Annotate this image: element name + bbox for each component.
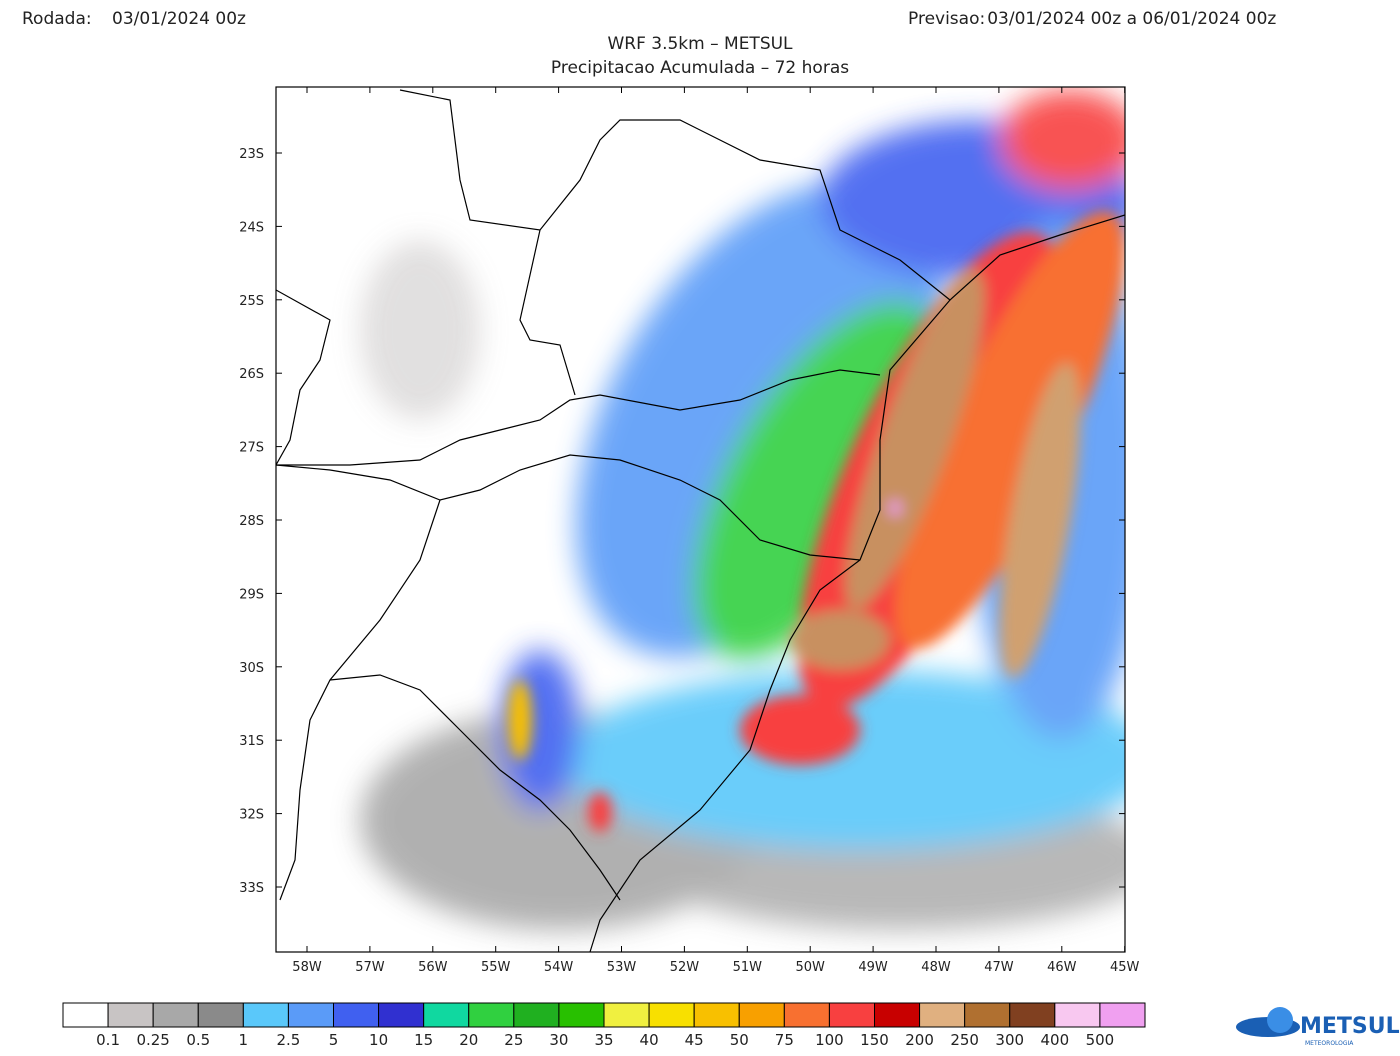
lon-label: 45W — [1110, 960, 1140, 975]
lon-label: 46W — [1047, 960, 1077, 975]
colorbar-label: 0.25 — [136, 1031, 169, 1049]
lat-label: 28S — [239, 514, 264, 529]
colorbar-swatch — [874, 1002, 921, 1028]
colorbar-swatch — [693, 1002, 740, 1028]
colorbar-label: 100 — [815, 1031, 844, 1049]
colorbar-label: 5 — [329, 1031, 339, 1049]
lat-label: 31S — [239, 734, 264, 749]
colorbar-swatch — [964, 1002, 1011, 1028]
colorbar-swatch — [513, 1002, 560, 1028]
colorbar-label: 45 — [685, 1031, 704, 1049]
colorbar-swatch — [378, 1002, 425, 1028]
logo-name: METSUL — [1300, 1014, 1400, 1039]
colorbar-label: 40 — [640, 1031, 659, 1049]
lon-label: 53W — [607, 960, 637, 975]
colorbar-label: 15 — [414, 1031, 433, 1049]
run-value: 03/01/2024 00z — [112, 9, 246, 29]
forecast-label: Previsao: — [908, 9, 985, 29]
colorbar-label: 400 — [1041, 1031, 1070, 1049]
colorbar-swatch — [197, 1002, 244, 1028]
run-label: Rodada: — [22, 9, 92, 29]
lon-label: 56W — [418, 960, 448, 975]
colorbar-swatch — [468, 1002, 515, 1028]
colorbar-label: 35 — [594, 1031, 613, 1049]
colorbar-swatch — [738, 1002, 785, 1028]
lon-label: 52W — [670, 960, 700, 975]
colorbar-swatch — [107, 1002, 154, 1028]
lon-label: 54W — [544, 960, 574, 975]
lon-label: 50W — [795, 960, 825, 975]
forecast-value: 03/01/2024 00z a 06/01/2024 00z — [987, 9, 1276, 29]
lat-label: 33S — [239, 881, 264, 896]
colorbar-label: 0.5 — [186, 1031, 210, 1049]
lat-label: 26S — [239, 367, 264, 382]
colorbar-swatch — [919, 1002, 966, 1028]
lat-label: 27S — [239, 441, 264, 456]
colorbar-swatch — [1054, 1002, 1101, 1028]
lon-label: 55W — [481, 960, 511, 975]
colorbar-swatch — [287, 1002, 334, 1028]
colorbar-label: 300 — [995, 1031, 1024, 1049]
colorbar-swatch — [333, 1002, 380, 1028]
subtitle: Precipitacao Acumulada – 72 horas — [551, 58, 849, 78]
lat-label: 23S — [239, 147, 264, 162]
lon-label: 47W — [984, 960, 1014, 975]
colorbar-label: 75 — [775, 1031, 794, 1049]
axis-ticks: 23S 24S 25S 26S 27S 28S 29S 30S 31S 32S 33S 58W 57W 5… — [239, 87, 1140, 975]
lon-label: 49W — [858, 960, 888, 975]
colorbar-label: 200 — [905, 1031, 934, 1049]
lat-label: 24S — [239, 220, 264, 235]
colorbar-label: 50 — [730, 1031, 749, 1049]
lon-label: 48W — [921, 960, 951, 975]
colorbar-label: 25 — [504, 1031, 523, 1049]
colorbar-swatch — [423, 1002, 470, 1028]
lat-label: 29S — [239, 587, 264, 602]
colorbar-swatch — [603, 1002, 650, 1028]
logo-tagline: METEOROLOGIA — [1305, 1040, 1354, 1047]
colorbar-label: 0.1 — [96, 1031, 120, 1049]
colorbar-swatch — [152, 1002, 199, 1028]
colorbar-swatch — [1009, 1002, 1056, 1028]
lat-label: 30S — [239, 661, 264, 676]
colorbar-swatch — [828, 1002, 876, 1028]
colorbar-swatch — [648, 1002, 695, 1028]
colorbar-swatch — [242, 1002, 289, 1028]
lon-label: 51W — [733, 960, 763, 975]
colorbar-swatch — [783, 1002, 830, 1028]
colorbar-swatch — [1099, 1002, 1146, 1028]
lon-label: 57W — [355, 960, 385, 975]
colorbar-label: 30 — [549, 1031, 568, 1049]
colorbar-label: 10 — [369, 1031, 388, 1049]
lat-label: 32S — [239, 808, 264, 823]
colorbar-label: 2.5 — [276, 1031, 300, 1049]
colorbar-label: 500 — [1086, 1031, 1115, 1049]
colorbar-label: 1 — [239, 1031, 249, 1049]
precip-field — [276, 87, 1125, 952]
colorbar-swatch — [558, 1002, 605, 1028]
title: WRF 3.5km – METSUL — [607, 34, 793, 54]
colorbar-label: 150 — [860, 1031, 889, 1049]
lon-label: 58W — [292, 960, 322, 975]
colorbar-label: 20 — [459, 1031, 478, 1049]
colorbar: 0.1 0.25 0.5 1 2.5 5 10 15 20 25 30 35 40 45 50 75 100 15… — [62, 1002, 1146, 1049]
lat-label: 25S — [239, 294, 264, 309]
logo: METSUL METEOROLOGIA — [1236, 1007, 1400, 1047]
colorbar-swatch — [62, 1002, 109, 1028]
colorbar-label: 250 — [950, 1031, 979, 1049]
